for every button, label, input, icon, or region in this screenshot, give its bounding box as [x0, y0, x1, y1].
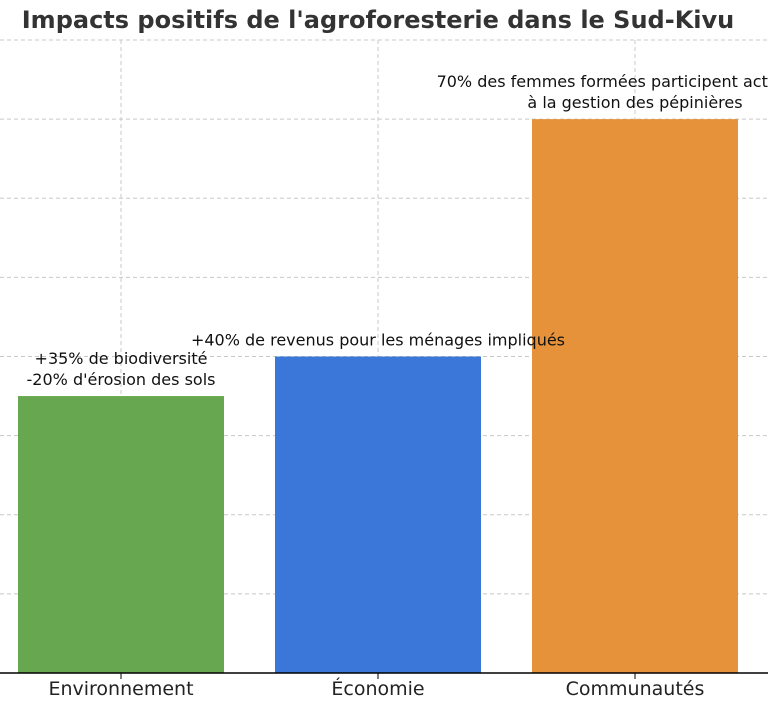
- bar-annotation-line: -20% d'érosion des sols: [27, 370, 216, 389]
- bar-1: [18, 396, 224, 673]
- bar-annotations: +35% de biodiversité -20% d'érosion des s…: [27, 72, 768, 389]
- x-axis: Environnement Économie Communautés: [0, 672, 768, 700]
- x-tick-label: Économie: [331, 677, 424, 700]
- bar-2: [275, 356, 481, 673]
- bar-3: [532, 119, 738, 673]
- bar-annotation-2: +40% de revenus pour les ménages impliqu…: [191, 331, 565, 350]
- bar-annotation-line: à la gestion des pépinières: [527, 93, 742, 112]
- x-tick-label: Communautés: [566, 678, 705, 700]
- bar-annotation-line: +40% de revenus pour les ménages impliqu…: [191, 331, 565, 350]
- x-tick-label: Environnement: [48, 678, 193, 700]
- bar-annotation-line: +35% de biodiversité: [35, 349, 208, 368]
- bar-annotation-3: 70% des femmes formées participent activ…: [437, 72, 768, 112]
- bar-annotation-1: +35% de biodiversité -20% d'érosion des s…: [27, 349, 216, 389]
- bars: [18, 119, 738, 673]
- chart-title: Impacts positifs de l'agroforesterie dan…: [21, 6, 735, 34]
- bar-annotation-line: 70% des femmes formées participent activ…: [437, 72, 768, 91]
